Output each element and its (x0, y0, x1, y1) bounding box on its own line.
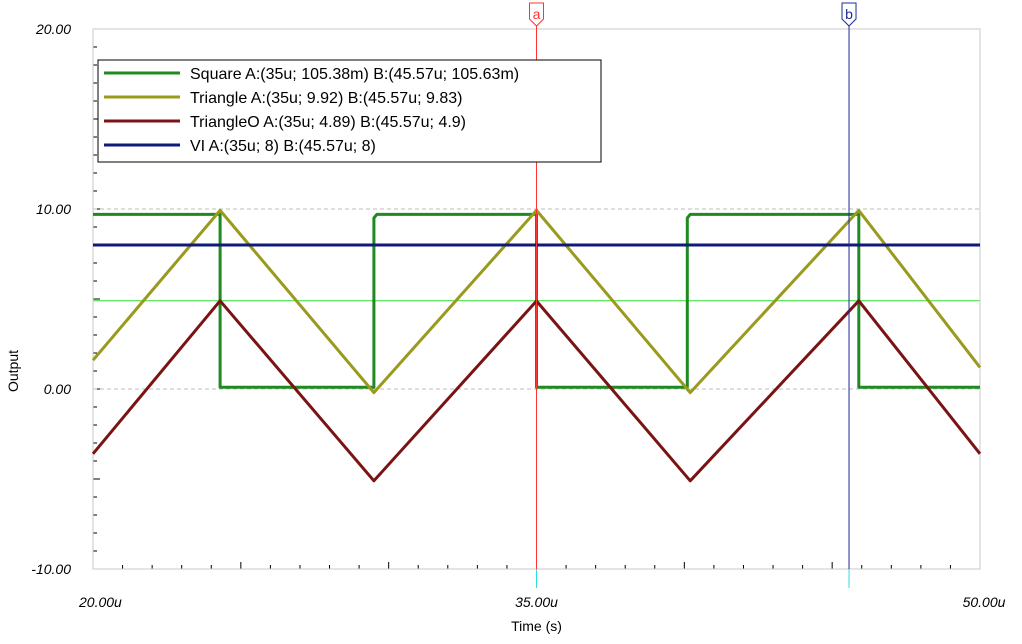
cursor-a-handle[interactable] (529, 2, 544, 27)
y-tick-label: -10.00 (31, 561, 71, 577)
cursor-a-label: a (533, 6, 541, 22)
legend-entry-triangleo: TriangleO A:(35u; 4.89) B:(45.57u; 4.9) (190, 114, 466, 131)
y-tick-label: 0.00 (44, 381, 71, 397)
y-tick-label: 10.00 (36, 201, 71, 217)
legend-entry-vi: VI A:(35u; 8) B:(45.57u; 8) (190, 138, 376, 155)
x-tick-label: 20.00u (78, 594, 122, 610)
x-axis-title: Time (s) (511, 618, 562, 634)
cursor-b-label: b (845, 6, 853, 22)
y-tick-label: 20.00 (35, 21, 71, 37)
cursor-b-handle[interactable] (841, 2, 857, 27)
tick-labels: 20.00 10.00 0.00 -10.00 20.00u 35.00u 50.00u (31, 21, 1005, 610)
legend-entry-triangle: Triangle A:(35u; 9.92) B:(45.57u; 9.83) (190, 90, 462, 107)
legend-entry-square: Square A:(35u; 105.38m) B:(45.57u; 105.6… (190, 66, 519, 83)
x-tick-label: 50.00u (963, 594, 1006, 610)
legend-box (97, 59, 602, 163)
legend: Square A:(35u; 105.38m) B:(45.57u; 105.6… (97, 59, 602, 163)
x-tick-label: 35.00u (515, 594, 558, 610)
y-axis-title: Output (5, 350, 21, 392)
